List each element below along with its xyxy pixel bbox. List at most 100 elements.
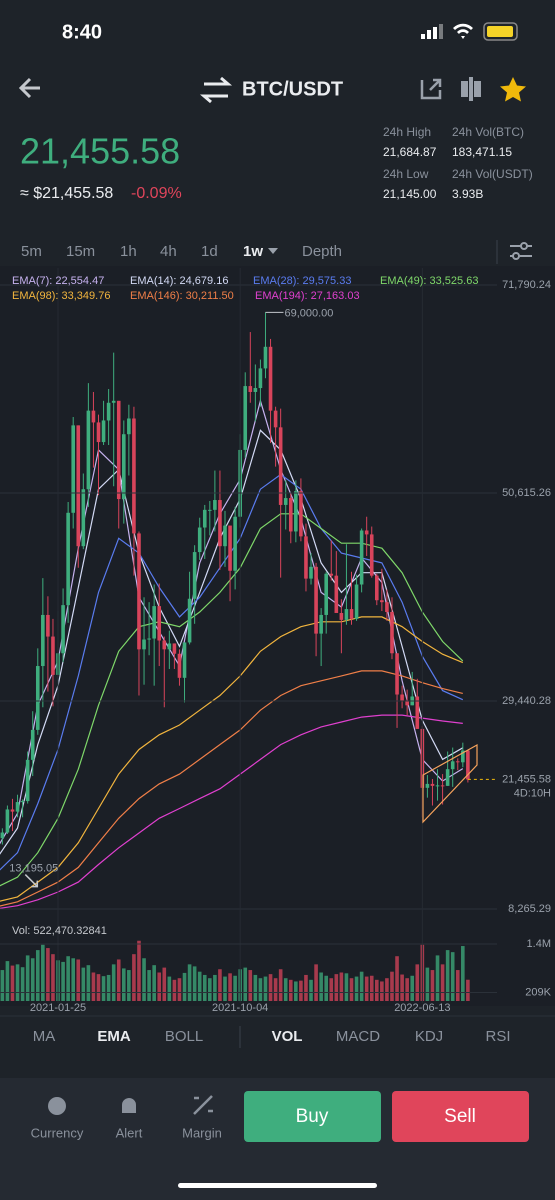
candle-body — [177, 653, 182, 678]
stat-value: 3.93B — [452, 187, 483, 201]
indicator-tab[interactable]: MA — [33, 1028, 56, 1045]
sell-button[interactable] — [392, 1091, 529, 1142]
volume-bar — [304, 974, 308, 1001]
candle-body — [96, 422, 101, 443]
buy-label[interactable]: Buy — [296, 1106, 329, 1127]
candle-body — [152, 606, 156, 639]
clock: 8:40 — [62, 21, 102, 43]
candle-body — [415, 696, 420, 729]
candle-body — [461, 750, 465, 763]
volume-bar — [278, 969, 283, 1001]
y-tick-label: 50,615.26 — [502, 487, 551, 499]
nav-item[interactable]: Currency — [31, 1125, 84, 1140]
interval-tab-active[interactable]: 1w — [243, 243, 263, 260]
volume-bar — [86, 965, 91, 1001]
stat-label: 24h Vol(BTC) — [452, 125, 524, 139]
candle-body — [101, 420, 106, 443]
candle-body — [349, 609, 354, 619]
interval-tab[interactable]: 4h — [160, 243, 177, 260]
volume-bar — [96, 974, 101, 1001]
indicator-tab-active[interactable]: VOL — [272, 1028, 303, 1045]
interval-tab[interactable]: 1d — [201, 243, 218, 260]
indicator-tab[interactable]: MACD — [336, 1028, 380, 1045]
volume-bar — [425, 967, 430, 1001]
indicator-tab-active[interactable]: EMA — [97, 1028, 131, 1045]
volume-bar — [380, 981, 384, 1001]
ema-line — [0, 616, 464, 902]
nav-item[interactable]: Alert — [116, 1125, 143, 1140]
indicator-tab[interactable]: KDJ — [415, 1028, 443, 1045]
margin-icon[interactable] — [193, 1095, 213, 1115]
candle-body — [268, 346, 273, 411]
volume-bar — [339, 972, 344, 1001]
legend-entry: EMA(146): 30,211.50 — [130, 290, 234, 302]
currency-icon[interactable] — [48, 1097, 66, 1115]
home-indicator — [178, 1183, 377, 1188]
volume-bar — [91, 972, 96, 1001]
candle-body — [91, 410, 96, 423]
candle-body — [466, 750, 470, 780]
volume-bar — [137, 940, 141, 1001]
sell-label[interactable]: Sell — [444, 1106, 476, 1127]
favorite-star[interactable] — [500, 77, 526, 102]
volume-bar — [248, 970, 253, 1001]
volume-bar — [35, 950, 40, 1001]
candle-body — [324, 573, 328, 615]
swap-icon[interactable] — [199, 76, 233, 104]
y-tick-label: 29,440.28 — [502, 695, 551, 707]
candle-body — [218, 500, 222, 547]
candle-body — [344, 609, 349, 620]
candle-body — [283, 498, 288, 505]
volume-bar — [466, 979, 470, 1001]
alert-icon[interactable] — [119, 1098, 139, 1113]
interval-tab[interactable]: 5m — [21, 243, 42, 260]
candle-body — [319, 614, 323, 634]
candle-body — [339, 612, 344, 620]
chart-background — [0, 266, 555, 1006]
volume-bar — [440, 964, 445, 1001]
x-tick-label: 2021-10-04 — [212, 1002, 268, 1014]
candle-body — [380, 600, 384, 603]
volume-bar — [192, 966, 197, 1001]
volume-bar — [71, 958, 75, 1001]
volume-bar — [202, 974, 207, 1001]
candle-body — [354, 584, 359, 619]
volume-bar — [273, 978, 278, 1001]
volume-bar — [319, 972, 323, 1001]
candle-body — [192, 552, 197, 599]
buy-button[interactable] — [244, 1091, 381, 1142]
volume-bar — [132, 954, 136, 1001]
candle-body — [253, 388, 258, 392]
volume-bar — [430, 970, 435, 1001]
candle-body — [157, 606, 162, 641]
volume-bar — [223, 976, 227, 1001]
indicator-tab[interactable]: RSI — [485, 1028, 510, 1045]
candle-body — [208, 509, 212, 511]
pair-title[interactable]: BTC/USDT — [242, 78, 343, 100]
volume-bar — [294, 981, 298, 1001]
nav-item[interactable]: Margin — [182, 1125, 222, 1140]
candle-body — [233, 516, 237, 571]
interval-tab[interactable]: 15m — [66, 243, 95, 260]
volume-bar — [395, 956, 399, 1001]
back-button[interactable] — [18, 77, 40, 99]
x-tick-label: 2021-01-25 — [30, 1002, 86, 1014]
share-icon[interactable] — [420, 78, 442, 100]
volume-bar — [177, 978, 182, 1001]
volume-bar — [25, 955, 30, 1001]
volume-bar — [167, 976, 172, 1001]
interval-tab[interactable]: Depth — [302, 243, 342, 260]
interval-tab[interactable]: 1h — [120, 243, 137, 260]
volume-bar — [5, 961, 10, 1001]
ema-line — [0, 429, 464, 855]
candle-body — [435, 785, 440, 787]
volume-bar — [258, 978, 263, 1001]
volume-bar — [197, 971, 202, 1001]
ema-line — [0, 714, 463, 909]
indicator-tab[interactable]: BOLL — [165, 1028, 203, 1045]
candle-body — [243, 386, 248, 450]
volume-bar — [390, 971, 394, 1001]
layout-icon[interactable] — [461, 77, 481, 101]
volume-bar — [283, 978, 288, 1001]
settings-icon[interactable] — [510, 242, 532, 260]
